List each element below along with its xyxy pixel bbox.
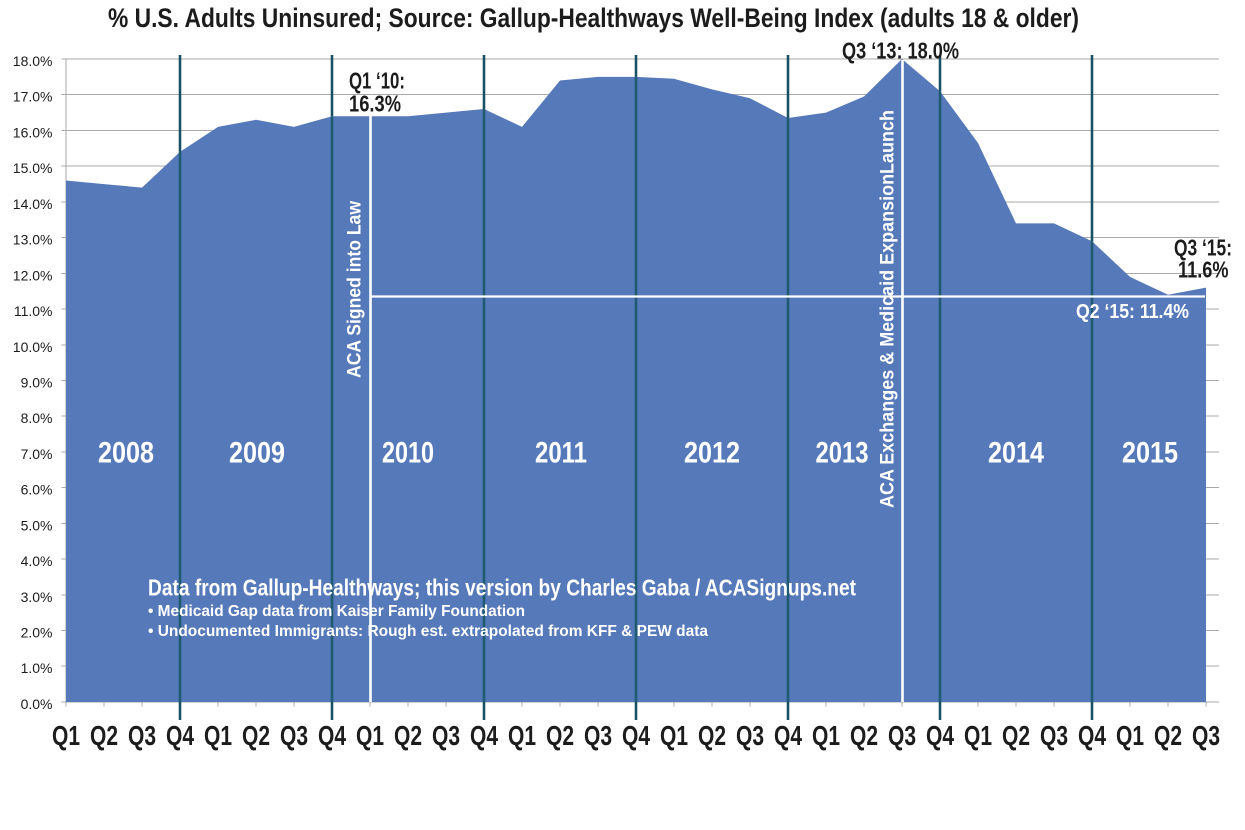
svg-text:Q3: Q3 [736,720,764,751]
svg-text:Q1: Q1 [204,720,232,751]
svg-text:2011: 2011 [535,437,587,470]
svg-text:Q2: Q2 [1002,720,1030,751]
svg-text:Q4: Q4 [1078,720,1106,751]
svg-text:Q4: Q4 [774,720,802,751]
svg-text:Q1: Q1 [356,720,384,751]
svg-text:11.0%: 11.0% [14,303,53,319]
svg-text:Q2: Q2 [850,720,878,751]
svg-text:Q2: Q2 [242,720,270,751]
svg-text:2014: 2014 [988,437,1044,470]
svg-text:Q4: Q4 [166,720,194,751]
svg-text:Q4: Q4 [926,720,954,751]
svg-text:13.0%: 13.0% [13,232,53,248]
svg-text:Q3: Q3 [280,720,308,751]
svg-text:Q1: Q1 [1116,720,1144,751]
svg-text:Q3: Q3 [1192,720,1220,751]
svg-text:Q2: Q2 [1154,720,1182,751]
svg-text:2008: 2008 [98,437,154,470]
svg-text:Q3: Q3 [128,720,156,751]
svg-text:18.0%: 18.0% [13,53,53,69]
svg-text:Q2: Q2 [90,720,118,751]
svg-text:2010: 2010 [382,437,434,470]
svg-text:16.0%: 16.0% [13,125,53,141]
svg-text:Q2: Q2 [394,720,422,751]
svg-text:Q1: Q1 [508,720,536,751]
svg-text:6.0%: 6.0% [21,482,53,498]
svg-text:4.0%: 4.0% [21,553,53,569]
svg-text:Q2: Q2 [546,720,574,751]
svg-text:17.0%: 17.0% [13,89,53,105]
svg-text:Q4: Q4 [622,720,650,751]
svg-text:5.0%: 5.0% [21,517,53,533]
svg-text:Q1: Q1 [812,720,840,751]
svg-text:Q3 ‘15:: Q3 ‘15: [1174,235,1232,261]
svg-text:Q1: Q1 [964,720,992,751]
svg-text:Q2 ‘15: 11.4%: Q2 ‘15: 11.4% [1076,301,1189,323]
svg-text:Q3 ‘13: 18.0%: Q3 ‘13: 18.0% [842,38,959,64]
svg-text:2015: 2015 [1122,437,1178,470]
svg-text:11.6%: 11.6% [1178,257,1229,283]
svg-text:ACA Signed into Law: ACA Signed into Law [345,201,366,378]
svg-text:1.0%: 1.0% [21,660,53,676]
svg-text:2013: 2013 [816,437,869,470]
svg-text:Q3: Q3 [888,720,916,751]
svg-text:9.0%: 9.0% [21,375,53,391]
svg-text:Q4: Q4 [470,720,498,751]
svg-text:Q1: Q1 [660,720,688,751]
svg-text:16.3%: 16.3% [349,91,401,117]
svg-text:10.0%: 10.0% [13,339,53,355]
svg-text:Q3: Q3 [584,720,612,751]
svg-text:Q1: Q1 [52,720,80,751]
svg-text:% U.S. Adults Uninsured; Sourc: % U.S. Adults Uninsured; Source: Gallup-… [108,3,1079,33]
svg-text:Q1 ‘10:: Q1 ‘10: [349,68,405,94]
svg-text:ACA Exchanges & Medicaid Expan: ACA Exchanges & Medicaid ExpansionLaunch [878,110,899,508]
svg-text:2009: 2009 [229,437,285,470]
svg-text:Q2: Q2 [698,720,726,751]
svg-text:Data from Gallup-Healthways; t: Data from Gallup-Healthways; this versio… [148,575,856,601]
svg-text:7.0%: 7.0% [21,446,53,462]
svg-text:14.0%: 14.0% [13,196,53,212]
svg-text:Q3: Q3 [1040,720,1068,751]
svg-text:2.0%: 2.0% [21,625,53,641]
svg-text:Q4: Q4 [318,720,346,751]
svg-text:Q3: Q3 [432,720,460,751]
svg-text:• Undocumented Immigrants: Rou: • Undocumented Immigrants: Rough est. ex… [148,623,708,640]
svg-text:0.0%: 0.0% [21,696,53,712]
svg-text:12.0%: 12.0% [13,267,53,283]
svg-text:8.0%: 8.0% [21,410,53,426]
svg-text:2012: 2012 [684,437,740,470]
svg-text:• Medicaid Gap data from Kaise: • Medicaid Gap data from Kaiser Family F… [148,603,525,620]
svg-text:3.0%: 3.0% [21,589,53,605]
svg-text:15.0%: 15.0% [13,160,53,176]
